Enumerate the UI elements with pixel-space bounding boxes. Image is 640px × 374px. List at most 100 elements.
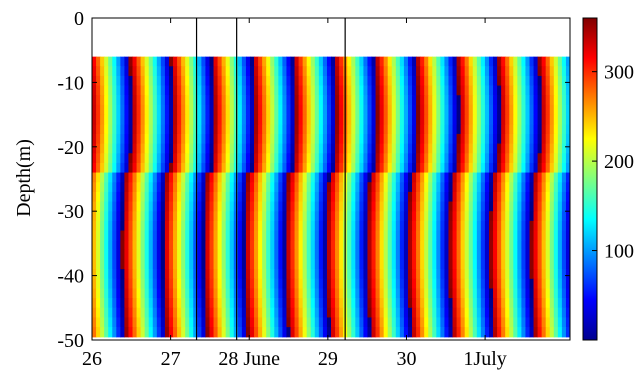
heatmap-cell xyxy=(205,133,211,145)
heatmap-cell xyxy=(104,211,109,222)
heatmap-cell xyxy=(160,133,166,145)
heatmap-cell xyxy=(549,278,555,290)
heatmap-cell xyxy=(294,66,300,77)
heatmap-cell xyxy=(460,95,466,106)
heatmap-cell xyxy=(387,211,393,222)
heatmap-cell xyxy=(391,95,397,106)
heatmap-cell xyxy=(173,327,178,338)
heatmap-cell xyxy=(128,249,134,261)
heatmap-cell xyxy=(513,317,518,328)
heatmap-cell xyxy=(391,75,397,87)
heatmap-cell xyxy=(152,85,158,96)
heatmap-cell xyxy=(217,133,223,145)
heatmap-cell xyxy=(436,201,441,212)
heatmap-cell xyxy=(205,269,211,280)
heatmap-cell xyxy=(565,307,570,319)
heatmap-cell xyxy=(258,75,263,87)
heatmap-cell xyxy=(493,191,498,203)
heatmap-cell xyxy=(181,172,186,183)
heatmap-cell xyxy=(136,191,142,203)
heatmap-cell xyxy=(513,278,518,290)
heatmap-cell xyxy=(513,240,518,251)
heatmap-cell xyxy=(529,75,535,87)
heatmap-cell xyxy=(286,230,292,241)
heatmap-cell xyxy=(144,56,150,67)
heatmap-cell xyxy=(274,240,279,251)
heatmap-cell xyxy=(221,85,227,96)
heatmap-cell xyxy=(136,298,142,309)
heatmap-cell xyxy=(367,104,373,116)
heatmap-cell xyxy=(241,249,247,261)
heatmap-cell xyxy=(432,259,437,270)
heatmap-cell xyxy=(306,288,312,299)
heatmap-cell xyxy=(488,182,494,193)
heatmap-cell xyxy=(444,95,450,106)
heatmap-cell xyxy=(185,182,190,193)
heatmap-cell xyxy=(359,143,365,154)
heatmap-cell xyxy=(339,278,344,290)
heatmap-cell xyxy=(493,259,498,270)
heatmap-cell xyxy=(379,56,385,67)
heatmap-cell xyxy=(148,201,154,212)
heatmap-cell xyxy=(476,220,482,232)
heatmap-cell xyxy=(331,191,336,203)
heatmap-cell xyxy=(262,191,267,203)
heatmap-cell xyxy=(395,307,401,319)
heatmap-cell xyxy=(201,269,207,280)
heatmap-cell xyxy=(132,133,138,145)
heatmap-cell xyxy=(270,66,275,77)
heatmap-cell xyxy=(375,143,381,154)
heatmap-cell xyxy=(160,124,166,135)
heatmap-cell xyxy=(525,172,531,183)
heatmap-cell xyxy=(407,143,413,154)
heatmap-cell xyxy=(225,191,231,203)
heatmap-cell xyxy=(399,124,405,135)
heatmap-cell xyxy=(517,133,522,145)
heatmap-cell xyxy=(241,259,247,270)
heatmap-cell xyxy=(318,66,324,77)
heatmap-cell xyxy=(185,124,190,135)
heatmap-cell xyxy=(112,162,117,174)
heatmap-cell xyxy=(395,124,401,135)
heatmap-cell xyxy=(286,220,292,232)
heatmap-cell xyxy=(262,162,267,174)
heatmap-cell xyxy=(156,269,162,280)
heatmap-cell xyxy=(189,143,194,154)
heatmap-cell xyxy=(221,298,227,309)
heatmap-cell xyxy=(387,133,393,145)
heatmap-cell xyxy=(302,85,308,96)
heatmap-cell xyxy=(456,172,462,183)
heatmap-cell xyxy=(468,269,474,280)
heatmap-cell xyxy=(156,317,162,328)
heatmap-cell xyxy=(120,317,126,328)
heatmap-cell xyxy=(128,85,134,96)
heatmap-cell xyxy=(351,269,356,280)
heatmap-cell xyxy=(136,66,142,77)
heatmap-cell xyxy=(286,191,292,203)
heatmap-cell xyxy=(104,114,109,125)
heatmap-cell xyxy=(420,191,425,203)
heatmap-cell xyxy=(160,220,166,232)
heatmap-cell xyxy=(472,114,478,125)
heatmap-cell xyxy=(140,327,146,338)
heatmap-cell xyxy=(108,240,113,251)
heatmap-cell xyxy=(213,191,219,203)
heatmap-cell xyxy=(448,249,454,261)
heatmap-cell xyxy=(517,191,522,203)
heatmap-cell xyxy=(318,172,324,183)
heatmap-cell xyxy=(371,288,377,299)
heatmap-cell xyxy=(136,278,142,290)
heatmap-cell xyxy=(557,240,563,251)
heatmap-cell xyxy=(403,95,409,106)
heatmap-cell xyxy=(553,172,559,183)
heatmap-cell xyxy=(363,143,369,154)
heatmap-cell xyxy=(513,182,518,193)
heatmap-cell xyxy=(403,153,409,164)
heatmap-cell xyxy=(460,298,466,309)
heatmap-cell xyxy=(493,143,498,154)
heatmap-cell xyxy=(452,162,458,174)
heatmap-cell xyxy=(367,259,373,270)
heatmap-cell xyxy=(306,201,312,212)
heatmap-cell xyxy=(379,191,385,203)
heatmap-cell xyxy=(124,133,130,145)
